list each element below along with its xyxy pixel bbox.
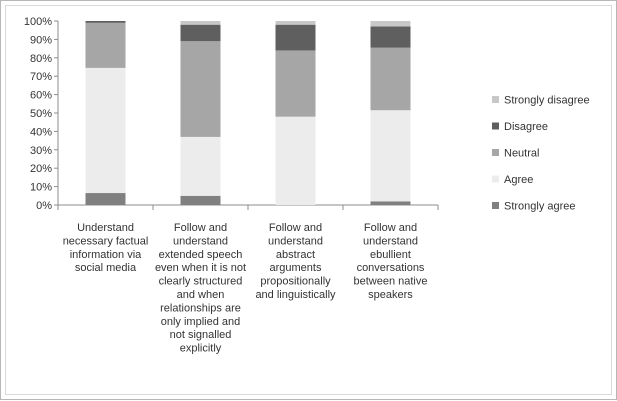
category-label: necessary factual (63, 235, 149, 247)
category-label: extended speech (159, 249, 243, 261)
category-label: ebullient (370, 249, 411, 261)
bar-segment (275, 21, 316, 25)
y-tick-label: 100% (24, 16, 52, 28)
chart-area (5, 5, 612, 395)
y-tick-label: 70% (30, 71, 52, 83)
bar-segment (180, 24, 221, 42)
category-label: Follow and (364, 222, 417, 234)
category-label: speakers (368, 289, 413, 301)
y-tick-label: 60% (30, 90, 52, 102)
bar-segment (275, 24, 316, 51)
legend-label: Disagree (504, 121, 548, 133)
legend-label: Strongly disagree (504, 95, 590, 107)
bar-segment (275, 50, 316, 117)
category-label: clearly structured (159, 276, 243, 288)
legend-label: Strongly agree (504, 201, 576, 213)
bar-segment (370, 110, 411, 202)
category-label: Understand (77, 222, 134, 234)
legend-swatch (492, 175, 499, 183)
category-label: abstract (276, 249, 315, 261)
bar-segment (180, 41, 221, 137)
category-label: arguments (270, 262, 322, 274)
y-tick-label: 80% (30, 53, 52, 65)
legend-label: Neutral (504, 148, 539, 160)
category-label: and when (177, 289, 225, 301)
bar-segment (370, 21, 411, 27)
category-label: understand (268, 235, 323, 247)
y-tick-label: 50% (30, 108, 52, 120)
bar-segment (180, 136, 221, 196)
category-label: propositionally (260, 276, 331, 288)
category-label: understand (363, 235, 418, 247)
y-tick-label: 40% (30, 126, 52, 138)
bar-segment (85, 67, 126, 194)
category-label: explicitly (180, 343, 222, 355)
y-tick-label: 90% (30, 34, 52, 46)
y-tick-label: 20% (30, 163, 52, 175)
bar-segment (85, 22, 126, 68)
category-label: only implied and (161, 316, 241, 328)
legend-swatch (492, 96, 499, 103)
y-tick-label: 0% (36, 200, 52, 212)
category-label: information via (70, 249, 142, 261)
category-label: even when it is not (155, 262, 246, 274)
category-label: Follow and (269, 222, 322, 234)
category-label: relationships are (160, 302, 241, 314)
category-label: understand (173, 235, 228, 247)
bar-segment (85, 193, 126, 205)
legend-label: Agree (504, 174, 533, 186)
category-label: conversations (357, 262, 425, 274)
bar-segment (180, 21, 221, 25)
bar-segment (180, 195, 221, 205)
legend-swatch (492, 122, 499, 130)
category-label: and linguistically (255, 289, 336, 301)
bar-segment (370, 26, 411, 48)
bar-segment (275, 116, 316, 205)
y-tick-label: 30% (30, 145, 52, 157)
legend-swatch (492, 149, 499, 156)
bar-segment (370, 47, 411, 111)
category-label: social media (75, 262, 137, 274)
legend-swatch (492, 202, 499, 209)
y-tick-label: 10% (30, 182, 52, 194)
category-label: not signalled (170, 329, 232, 341)
bar-segment (370, 201, 411, 205)
category-label: Follow and (174, 222, 227, 234)
category-label: between native (354, 276, 428, 288)
bar-segment (85, 21, 126, 23)
